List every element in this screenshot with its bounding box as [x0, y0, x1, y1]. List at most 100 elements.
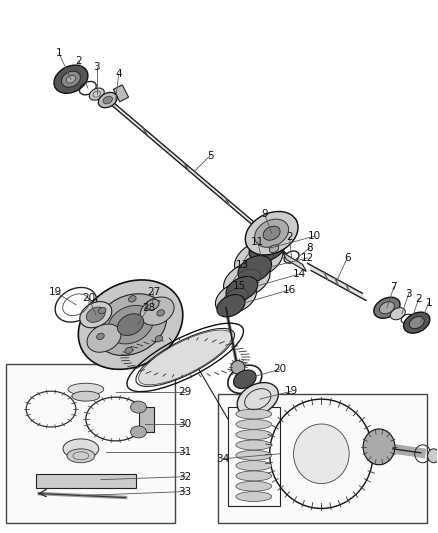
Ellipse shape [254, 219, 289, 247]
Text: 19: 19 [285, 386, 298, 396]
Text: 29: 29 [179, 387, 192, 397]
Text: 32: 32 [179, 472, 192, 482]
Ellipse shape [238, 256, 272, 282]
Text: 3: 3 [406, 289, 412, 299]
Ellipse shape [236, 419, 272, 430]
Ellipse shape [78, 280, 183, 369]
Ellipse shape [236, 450, 272, 461]
Ellipse shape [269, 245, 279, 253]
Text: 11: 11 [251, 237, 265, 247]
Polygon shape [104, 94, 286, 254]
Ellipse shape [215, 282, 256, 314]
Text: 5: 5 [207, 151, 213, 161]
Ellipse shape [390, 308, 405, 320]
Ellipse shape [379, 302, 395, 314]
Text: 28: 28 [142, 303, 155, 313]
Bar [7, 365, 175, 523]
Ellipse shape [236, 471, 272, 481]
Text: 14: 14 [293, 269, 306, 279]
Bar [36, 474, 135, 488]
Ellipse shape [157, 310, 164, 316]
Polygon shape [283, 253, 306, 271]
Ellipse shape [409, 317, 424, 329]
Ellipse shape [363, 429, 395, 465]
Ellipse shape [98, 92, 117, 108]
Text: 31: 31 [179, 447, 192, 457]
Ellipse shape [236, 440, 272, 450]
Ellipse shape [86, 307, 105, 322]
Text: 7: 7 [391, 282, 397, 292]
Ellipse shape [80, 302, 112, 328]
Bar [228, 407, 279, 506]
Text: 1: 1 [425, 298, 432, 308]
Ellipse shape [54, 65, 88, 93]
Polygon shape [113, 85, 129, 102]
Text: 34: 34 [216, 454, 230, 464]
Ellipse shape [234, 240, 283, 278]
Ellipse shape [67, 449, 95, 463]
Text: 16: 16 [283, 285, 296, 295]
Ellipse shape [117, 314, 144, 335]
Ellipse shape [72, 391, 100, 401]
Ellipse shape [249, 232, 286, 262]
Ellipse shape [63, 439, 99, 459]
Text: 12: 12 [301, 253, 314, 263]
Ellipse shape [99, 308, 106, 314]
Ellipse shape [374, 297, 400, 318]
Ellipse shape [103, 96, 113, 104]
Bar [218, 394, 427, 523]
Polygon shape [307, 263, 366, 301]
Bar [138, 407, 155, 432]
Text: 15: 15 [233, 281, 247, 291]
Ellipse shape [236, 481, 272, 491]
Ellipse shape [226, 277, 258, 301]
Ellipse shape [128, 296, 136, 302]
Ellipse shape [125, 347, 133, 353]
Text: 30: 30 [179, 419, 192, 429]
Text: 4: 4 [115, 69, 122, 79]
Ellipse shape [404, 312, 430, 333]
Text: 2: 2 [76, 56, 82, 66]
Ellipse shape [427, 449, 438, 463]
Ellipse shape [89, 88, 104, 100]
Ellipse shape [237, 383, 279, 416]
Ellipse shape [131, 401, 146, 413]
Text: 19: 19 [49, 287, 62, 297]
Ellipse shape [138, 330, 232, 385]
Text: 13: 13 [236, 260, 250, 270]
Ellipse shape [246, 213, 298, 254]
Ellipse shape [155, 335, 162, 342]
Ellipse shape [140, 297, 174, 325]
Text: 20: 20 [82, 293, 95, 303]
Ellipse shape [233, 370, 256, 389]
Ellipse shape [236, 491, 272, 502]
Ellipse shape [217, 295, 245, 317]
Ellipse shape [236, 430, 272, 440]
Ellipse shape [293, 424, 349, 483]
Ellipse shape [66, 75, 76, 83]
Text: 1: 1 [56, 49, 62, 58]
Ellipse shape [87, 324, 121, 352]
Ellipse shape [68, 383, 104, 395]
Ellipse shape [146, 300, 159, 310]
Text: 20: 20 [273, 365, 286, 374]
Text: 27: 27 [147, 287, 160, 297]
Ellipse shape [236, 409, 272, 419]
Ellipse shape [95, 294, 167, 356]
Text: 10: 10 [308, 231, 321, 241]
Text: 3: 3 [93, 62, 100, 72]
Ellipse shape [245, 212, 298, 255]
Ellipse shape [97, 333, 104, 340]
Text: 2: 2 [286, 232, 293, 242]
Text: 6: 6 [344, 253, 350, 263]
Ellipse shape [231, 360, 245, 374]
Text: 2: 2 [415, 294, 422, 304]
Ellipse shape [131, 426, 146, 438]
Ellipse shape [223, 262, 270, 298]
Text: 9: 9 [261, 209, 268, 220]
Text: 8: 8 [306, 243, 313, 253]
Ellipse shape [236, 461, 272, 471]
Ellipse shape [61, 71, 81, 87]
Text: 33: 33 [179, 487, 192, 497]
Ellipse shape [263, 226, 280, 240]
